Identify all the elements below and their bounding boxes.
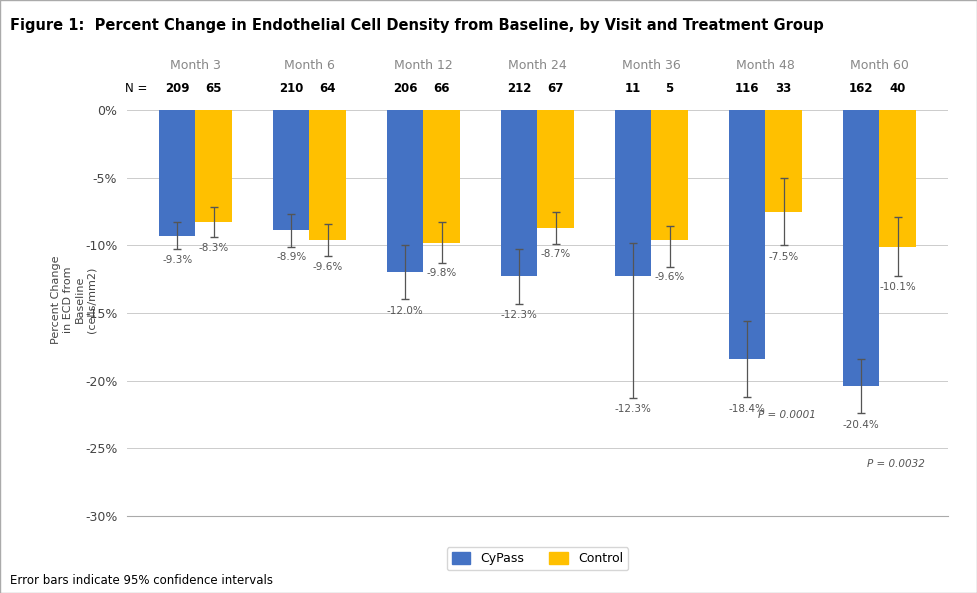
Text: -7.5%: -7.5% <box>769 252 798 262</box>
Bar <box>273 110 310 231</box>
Bar <box>879 110 915 247</box>
Text: N =: N = <box>125 82 148 95</box>
Text: P = 0.0032: P = 0.0032 <box>867 459 924 469</box>
Text: -12.3%: -12.3% <box>500 310 537 320</box>
Text: -12.0%: -12.0% <box>387 306 423 316</box>
Bar <box>387 110 423 272</box>
Bar <box>195 110 232 222</box>
Text: 67: 67 <box>547 82 564 95</box>
Text: -8.3%: -8.3% <box>198 243 229 253</box>
Text: Month 36: Month 36 <box>622 59 681 72</box>
Text: 40: 40 <box>889 82 906 95</box>
Text: -10.1%: -10.1% <box>879 282 915 292</box>
Text: 162: 162 <box>849 82 873 95</box>
Text: 65: 65 <box>205 82 222 95</box>
Text: 206: 206 <box>393 82 417 95</box>
Text: -9.8%: -9.8% <box>427 269 456 278</box>
Text: -8.7%: -8.7% <box>540 250 571 259</box>
Text: 5: 5 <box>665 82 674 95</box>
Text: Month 12: Month 12 <box>394 59 452 72</box>
Text: P = 0.0001: P = 0.0001 <box>758 410 817 420</box>
Text: 210: 210 <box>279 82 303 95</box>
Text: Month 3: Month 3 <box>170 59 221 72</box>
Text: -20.4%: -20.4% <box>843 420 879 430</box>
Text: 11: 11 <box>625 82 641 95</box>
Text: -9.6%: -9.6% <box>313 262 343 272</box>
Text: 209: 209 <box>165 82 190 95</box>
Y-axis label: Percent Change
in ECD from
Baseline
(cells/mm2): Percent Change in ECD from Baseline (cel… <box>52 255 96 344</box>
Text: 116: 116 <box>735 82 759 95</box>
Legend: CyPass, Control: CyPass, Control <box>446 547 628 570</box>
Bar <box>729 110 765 359</box>
Text: Month 60: Month 60 <box>850 59 909 72</box>
Bar <box>423 110 460 243</box>
Text: -9.3%: -9.3% <box>162 255 192 265</box>
Text: 33: 33 <box>776 82 791 95</box>
Text: Month 24: Month 24 <box>508 59 567 72</box>
Bar <box>765 110 802 212</box>
Text: Month 48: Month 48 <box>736 59 794 72</box>
Text: Month 6: Month 6 <box>284 59 335 72</box>
Text: -9.6%: -9.6% <box>655 272 685 282</box>
Text: 66: 66 <box>434 82 449 95</box>
Bar <box>615 110 652 276</box>
Text: 64: 64 <box>319 82 336 95</box>
Text: -8.9%: -8.9% <box>276 252 306 262</box>
Bar <box>501 110 537 276</box>
Text: Figure 1:  Percent Change in Endothelial Cell Density from Baseline, by Visit an: Figure 1: Percent Change in Endothelial … <box>10 18 824 33</box>
Bar <box>843 110 879 386</box>
Text: Error bars indicate 95% confidence intervals: Error bars indicate 95% confidence inter… <box>10 574 273 587</box>
Text: -18.4%: -18.4% <box>729 404 766 414</box>
Bar <box>652 110 688 240</box>
Bar <box>310 110 346 240</box>
Bar <box>159 110 195 236</box>
Text: -12.3%: -12.3% <box>615 404 652 414</box>
Bar <box>537 110 573 228</box>
Text: 212: 212 <box>507 82 531 95</box>
